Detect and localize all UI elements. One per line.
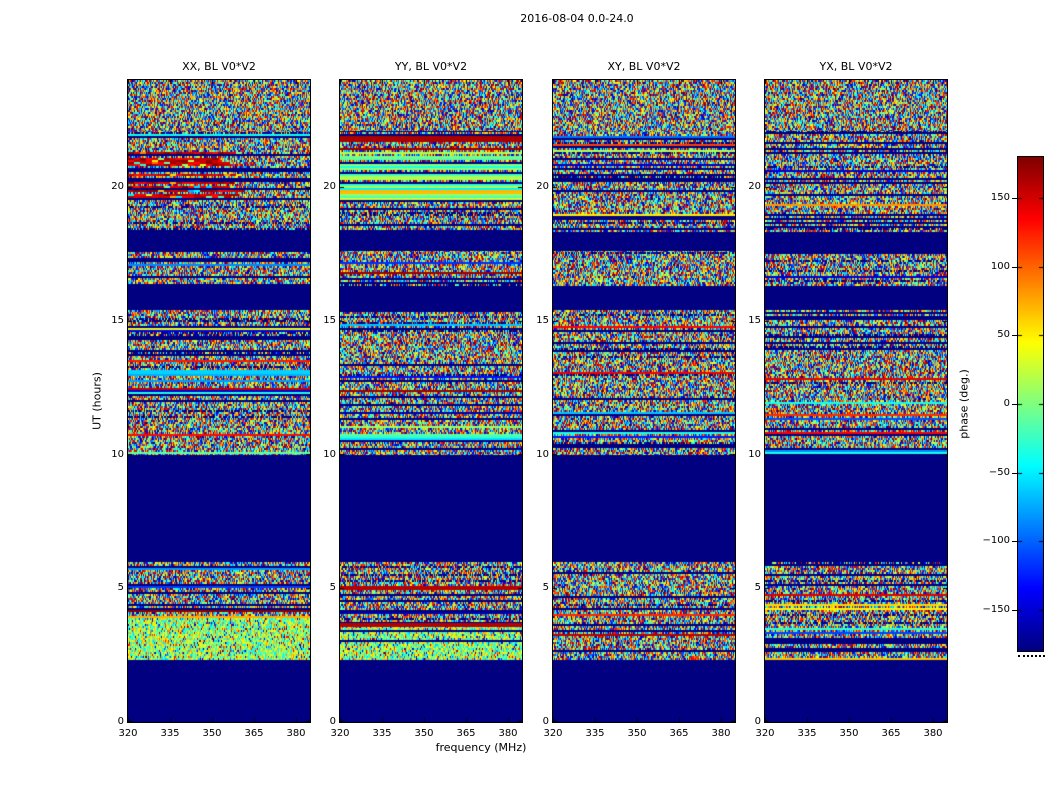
y-tick-label: 0 [329,716,336,727]
x-tick-label: 365 [669,728,689,739]
x-tick-label: 380 [711,728,731,739]
colorbar-tick [1012,609,1017,611]
colorbar-label: phase (deg.) [957,369,971,439]
x-tick-label: 320 [543,728,563,739]
x-tick-label: 380 [498,728,518,739]
y-tick-label: 10 [748,448,761,460]
heatmap-panel-yy [339,79,523,723]
x-tick-label: 335 [372,728,392,739]
y-axis-label: UT (hours) [90,372,104,430]
y-tick-label: 15 [323,314,336,326]
panel-title: YX, BL V0*V2 [819,60,893,73]
x-tick-label: 335 [797,728,817,739]
colorbar [1017,156,1044,652]
panel-title: YY, BL V0*V2 [394,60,468,73]
colorbar-tick-label: −100 [982,535,1010,547]
colorbar-tick [1012,335,1017,337]
colorbar-tick-label: 150 [990,192,1010,204]
colorbar-tick [1012,198,1017,200]
y-tick-label: 0 [542,716,549,727]
x-tick-label: 365 [881,728,901,739]
x-tick-label: 350 [627,728,647,739]
x-axis-label: frequency (MHz) [435,741,527,754]
x-tick-label: 365 [244,728,264,739]
y-tick-label: 15 [748,314,761,326]
x-tick-label: 380 [923,728,943,739]
y-tick-label: 0 [754,716,761,727]
colorbar-tick-label: −50 [988,466,1010,478]
x-tick-label: 365 [456,728,476,739]
colorbar-tick-label: 0 [1003,398,1010,409]
colorbar-tick-label: 100 [990,260,1010,272]
panel-title: XY, BL V0*V2 [607,60,681,73]
colorbar-tick [1012,266,1017,268]
y-tick-label: 20 [323,181,336,192]
x-tick-label: 350 [202,728,222,739]
x-tick-label: 335 [160,728,180,739]
y-tick-label: 10 [536,448,549,460]
x-tick-label: 350 [414,728,434,739]
y-tick-label: 10 [323,448,336,460]
y-tick-label: 15 [111,314,124,326]
y-tick-label: 5 [329,582,336,594]
heatmap-panel-yx [764,79,948,723]
panel-title: XX, BL V0*V2 [182,60,256,73]
y-tick-label: 5 [117,582,124,594]
heatmap-panel-xx [127,79,311,723]
colorbar-tick [1012,404,1017,405]
colorbar-tick [1012,541,1017,543]
y-tick-label: 15 [536,314,549,326]
x-tick-label: 320 [330,728,350,739]
colorbar-tick [1012,472,1017,474]
colorbar-tick-label: 50 [997,329,1010,341]
y-tick-label: 20 [748,181,761,192]
figure-title: 2016-08-04 0.0-24.0 [520,12,634,25]
colorbar-tick-label: −150 [982,603,1010,615]
x-tick-label: 320 [118,728,138,739]
x-tick-label: 380 [286,728,306,739]
heatmap-panel-xy [552,79,736,723]
x-tick-label: 335 [585,728,605,739]
y-tick-label: 5 [542,582,549,594]
y-tick-label: 20 [111,181,124,192]
y-tick-label: 0 [117,716,124,727]
y-tick-label: 10 [111,448,124,460]
y-tick-label: 5 [754,582,761,594]
x-tick-label: 350 [839,728,859,739]
x-tick-label: 320 [755,728,775,739]
colorbar-extension-dots [1018,655,1045,657]
y-tick-label: 20 [536,181,549,192]
